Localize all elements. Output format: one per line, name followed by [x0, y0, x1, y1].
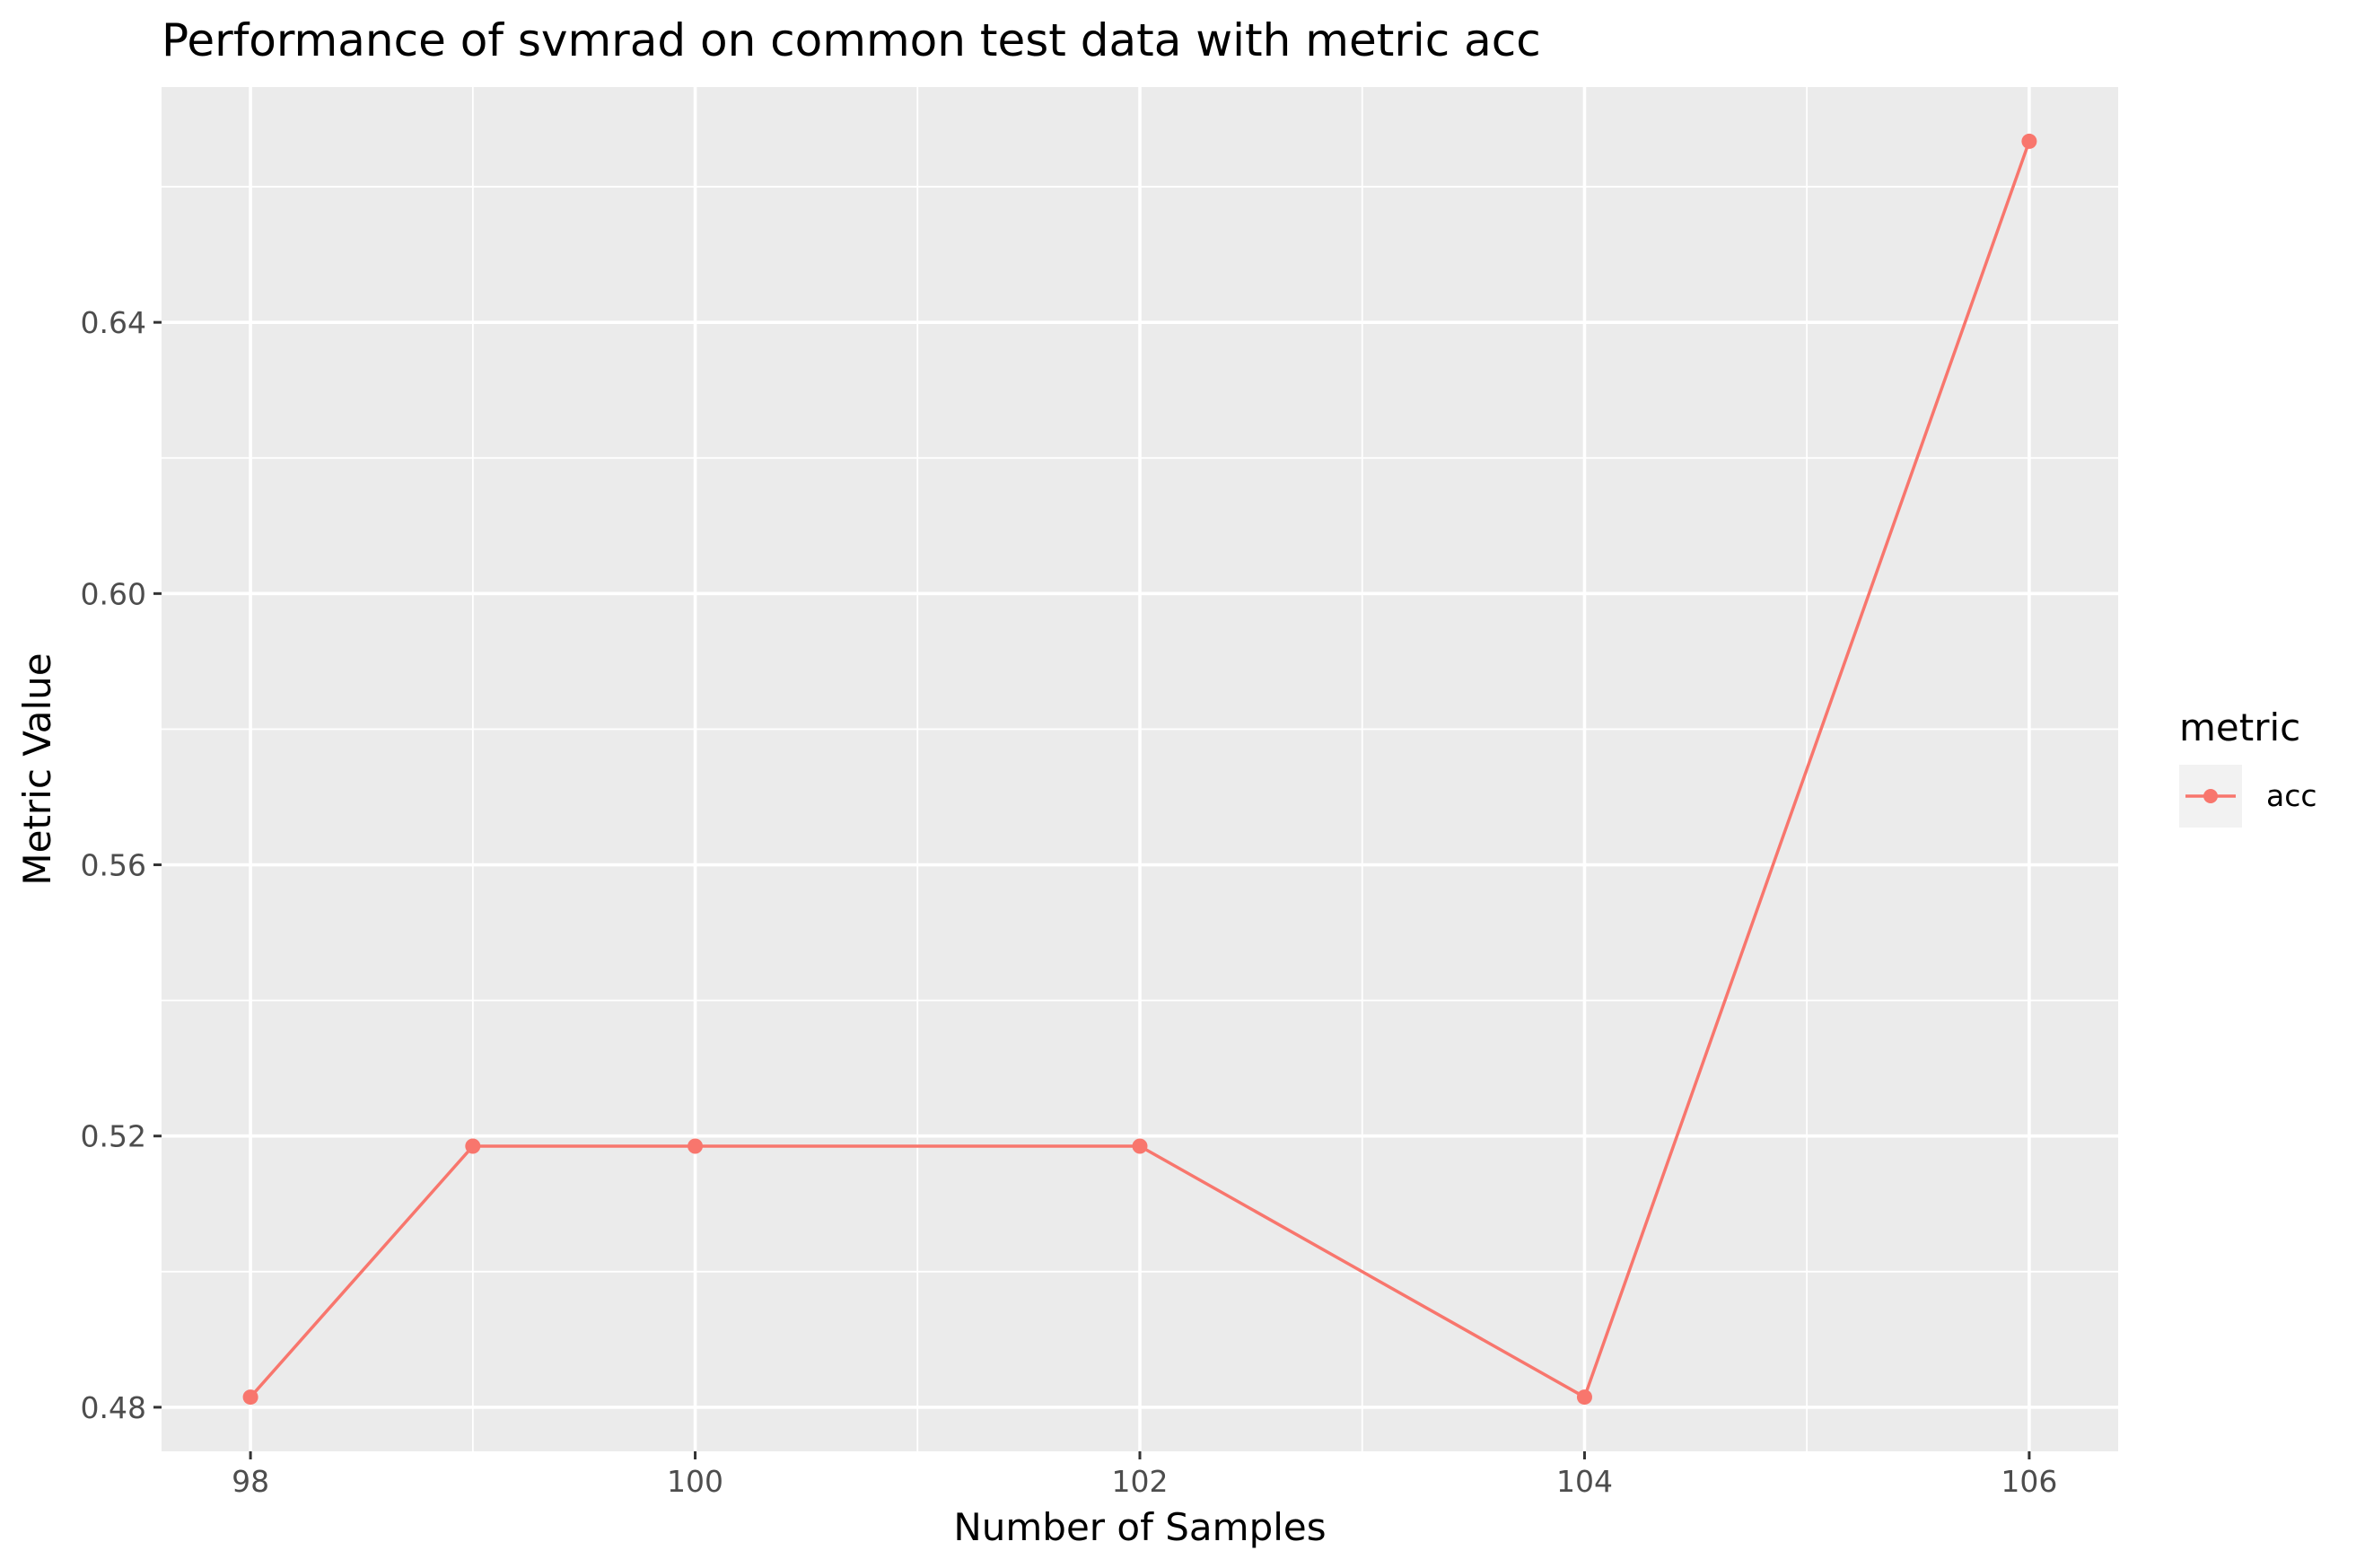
x-axis: 98 100 102 104 106: [232, 1451, 2057, 1499]
y-tick-label: 0.60: [81, 576, 146, 611]
y-tick-label: 0.64: [81, 305, 146, 340]
x-tick-label: 100: [667, 1464, 723, 1499]
y-tick-label: 0.52: [81, 1119, 146, 1154]
data-point: [465, 1138, 481, 1154]
x-tick-label: 102: [1112, 1464, 1169, 1499]
data-point: [688, 1138, 704, 1154]
x-tick-label: 98: [232, 1464, 269, 1499]
data-point: [1132, 1138, 1148, 1154]
y-tick-label: 0.48: [81, 1390, 146, 1425]
x-tick-label: 104: [1556, 1464, 1613, 1499]
y-axis-title: Metric Value: [15, 653, 59, 885]
x-tick-label: 106: [2001, 1464, 2057, 1499]
series-line-acc: [249, 140, 2031, 1399]
legend: metric acc: [2179, 705, 2317, 828]
data-point: [2021, 133, 2037, 149]
chart-title: Performance of svmrad on common test dat…: [162, 14, 1541, 66]
data-point: [1576, 1389, 1592, 1406]
major-gridlines: [162, 87, 2118, 1451]
x-axis-title: Number of Samples: [953, 1505, 1326, 1549]
data-point: [242, 1389, 258, 1406]
legend-key-point: [2203, 789, 2218, 803]
legend-title: metric: [2179, 705, 2300, 749]
legend-item-acc: acc: [2266, 778, 2317, 813]
y-axis: 0.48 0.52 0.56 0.60 0.64: [81, 305, 162, 1425]
y-tick-label: 0.56: [81, 848, 146, 883]
series-layer: [242, 133, 2037, 1406]
